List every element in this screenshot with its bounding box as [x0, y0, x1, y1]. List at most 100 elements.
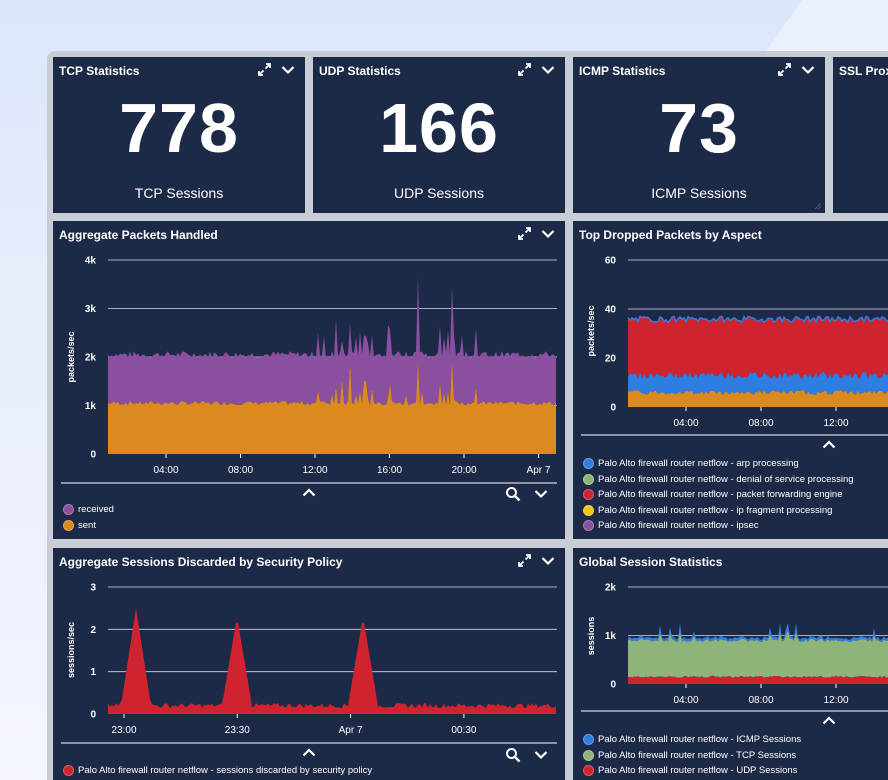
- chevron-down-icon[interactable]: [541, 229, 555, 239]
- sent-series-area: [108, 359, 556, 454]
- chevron-down-icon[interactable]: [801, 65, 815, 75]
- global-sessions-chart: 2k 1k 0 04:00 08:00 12:00 sessions: [581, 583, 888, 712]
- circle-swatch: [583, 489, 594, 501]
- x-tick-label: 04:00: [153, 465, 178, 476]
- y-tick-label: 0: [610, 680, 616, 691]
- x-tick-label: Apr 7: [527, 465, 551, 476]
- global-sessions-panel: Global Session Statistics 2k 1k 0 04:00 08:…: [573, 548, 888, 780]
- global-sessions-legend: Palo Alto firewall router netflow - ICMP…: [583, 732, 801, 779]
- udp-sessions-label: UDP Sessions: [393, 185, 484, 201]
- circle-swatch: [583, 749, 594, 761]
- panel-title: UDP Statistics: [319, 64, 401, 78]
- chevron-down-icon[interactable]: [281, 65, 295, 75]
- x-tick-label: 20:00: [451, 465, 476, 476]
- tcp-sessions-label: TCP Sessions: [134, 185, 224, 201]
- y-axis-label: packets/sec: [586, 305, 596, 356]
- tcp-sessions-area: [628, 630, 888, 678]
- y-tick-label: 0: [90, 710, 96, 721]
- chevron-up-icon[interactable]: [302, 488, 316, 497]
- magnifier-icon[interactable]: [505, 747, 521, 763]
- ssl-proxy-panel: SSL Proxy: [833, 57, 888, 213]
- icmp-statistics-panel: ICMP Statistics 73 ICMP Sessions: [573, 57, 825, 213]
- y-tick-label: 2: [90, 625, 96, 636]
- x-tick-label: 08:00: [228, 465, 253, 476]
- y-tick-label: 20: [605, 354, 617, 365]
- icmp-sessions-label: ICMP Sessions: [651, 185, 747, 201]
- y-tick-label: 1: [90, 667, 96, 678]
- chevron-up-icon[interactable]: [302, 748, 316, 757]
- udp-sessions-value: 166: [379, 89, 499, 167]
- chevron-down-icon[interactable]: [534, 489, 548, 499]
- legend-item[interactable]: Palo Alto firewall router netflow - ip f…: [583, 503, 854, 519]
- legend-item[interactable]: sent: [63, 518, 114, 534]
- legend-item[interactable]: Palo Alto firewall router netflow - ICMP…: [583, 732, 801, 748]
- circle-swatch: [583, 734, 594, 746]
- y-tick-label: 4k: [85, 256, 97, 267]
- legend-item[interactable]: Palo Alto firewall router netflow - sess…: [63, 763, 372, 779]
- panel-title: Aggregate Sessions Discarded by Security…: [59, 555, 343, 569]
- packet-forwarding-area: [628, 315, 888, 379]
- y-tick-label: 1k: [605, 631, 617, 642]
- magnifier-icon[interactable]: [505, 486, 521, 502]
- legend-item[interactable]: received: [63, 502, 114, 518]
- legend-item[interactable]: Palo Alto firewall router netflow - arp …: [583, 456, 854, 472]
- resize-handle-icon[interactable]: [815, 203, 821, 209]
- legend-item[interactable]: Palo Alto firewall router netflow - TCP …: [583, 748, 801, 764]
- panel-title: SSL Proxy: [839, 64, 888, 78]
- icmp-sessions-area: [628, 623, 888, 642]
- circle-swatch: [63, 504, 74, 516]
- expand-arrows-icon[interactable]: [518, 227, 531, 240]
- legend-label: Palo Alto firewall router netflow - pack…: [598, 489, 843, 501]
- x-tick-label: 23:00: [111, 725, 136, 736]
- expand-arrows-icon[interactable]: [258, 63, 271, 76]
- circle-swatch: [63, 519, 74, 531]
- y-axis-label: sessions/sec: [66, 622, 76, 678]
- legend-label: Palo Alto firewall router netflow - ipse…: [598, 520, 759, 532]
- y-tick-label: 2k: [605, 583, 617, 594]
- legend-item[interactable]: Palo Alto firewall router netflow - pack…: [583, 487, 854, 503]
- panel-title: Global Session Statistics: [579, 555, 723, 569]
- udp-sessions-area: [628, 675, 888, 684]
- panel-title: Top Dropped Packets by Aspect: [579, 228, 762, 242]
- y-tick-label: 0: [610, 403, 616, 414]
- circle-swatch: [583, 473, 594, 485]
- x-tick-label: 04:00: [673, 418, 698, 429]
- y-axis-label: sessions: [586, 617, 596, 656]
- legend-item[interactable]: Palo Alto firewall router netflow - UDP …: [583, 763, 801, 779]
- chevron-down-icon[interactable]: [541, 556, 555, 566]
- y-tick-label: 60: [605, 256, 617, 267]
- expand-arrows-icon[interactable]: [518, 63, 531, 76]
- circle-swatch: [583, 504, 594, 516]
- y-tick-label: 3k: [85, 304, 97, 315]
- legend-label: Palo Alto firewall router netflow - ICMP…: [598, 734, 802, 746]
- received-series-area: [108, 277, 556, 406]
- aggregate-packets-legend: received sent: [63, 502, 114, 533]
- chevron-up-icon[interactable]: [822, 440, 836, 449]
- x-tick-label: Apr 7: [339, 725, 363, 736]
- legend-item[interactable]: Palo Alto firewall router netflow - ipse…: [583, 518, 854, 534]
- tcp-sessions-value: 778: [119, 89, 239, 167]
- circle-swatch: [583, 520, 594, 532]
- circle-swatch: [583, 458, 594, 470]
- chevron-down-icon[interactable]: [541, 65, 555, 75]
- expand-arrows-icon[interactable]: [518, 554, 531, 567]
- y-tick-label: 3: [90, 583, 96, 594]
- chevron-up-icon[interactable]: [822, 716, 836, 725]
- x-tick-label: 16:00: [377, 465, 402, 476]
- panel-title: TCP Statistics: [59, 64, 140, 78]
- x-tick-label: 12:00: [823, 418, 848, 429]
- y-tick-label: 2k: [85, 353, 97, 364]
- aggregate-packets-chart: 4k 3k 2k 1k 0 04:00 08:00 12:00 16:00 20:00 Apr 7…: [61, 256, 557, 484]
- legend-label: Palo Alto firewall router netflow - arp …: [598, 458, 799, 470]
- sessions-discarded-chart: 3 2 1 0 23:00 23:30 Apr 7 00:30 sessions/sec: [61, 583, 557, 744]
- legend-item[interactable]: Palo Alto firewall router netflow - deni…: [583, 472, 854, 488]
- circle-swatch: [63, 765, 74, 777]
- top-dropped-chart: 60 40 20 0 04:00 08:00 12:00 packets/sec: [581, 256, 888, 436]
- sessions-discarded-panel: Aggregate Sessions Discarded by Security…: [53, 548, 565, 780]
- tcp-statistics-panel: TCP Statistics 778 TCP Sessions: [53, 57, 305, 213]
- aggregate-packets-panel: Aggregate Packets Handled 4k 3k 2k 1k 0 04:0…: [53, 221, 565, 539]
- chevron-down-icon[interactable]: [534, 750, 548, 760]
- expand-arrows-icon[interactable]: [778, 63, 791, 76]
- y-tick-label: 1k: [85, 401, 97, 412]
- x-tick-label: 12:00: [302, 465, 327, 476]
